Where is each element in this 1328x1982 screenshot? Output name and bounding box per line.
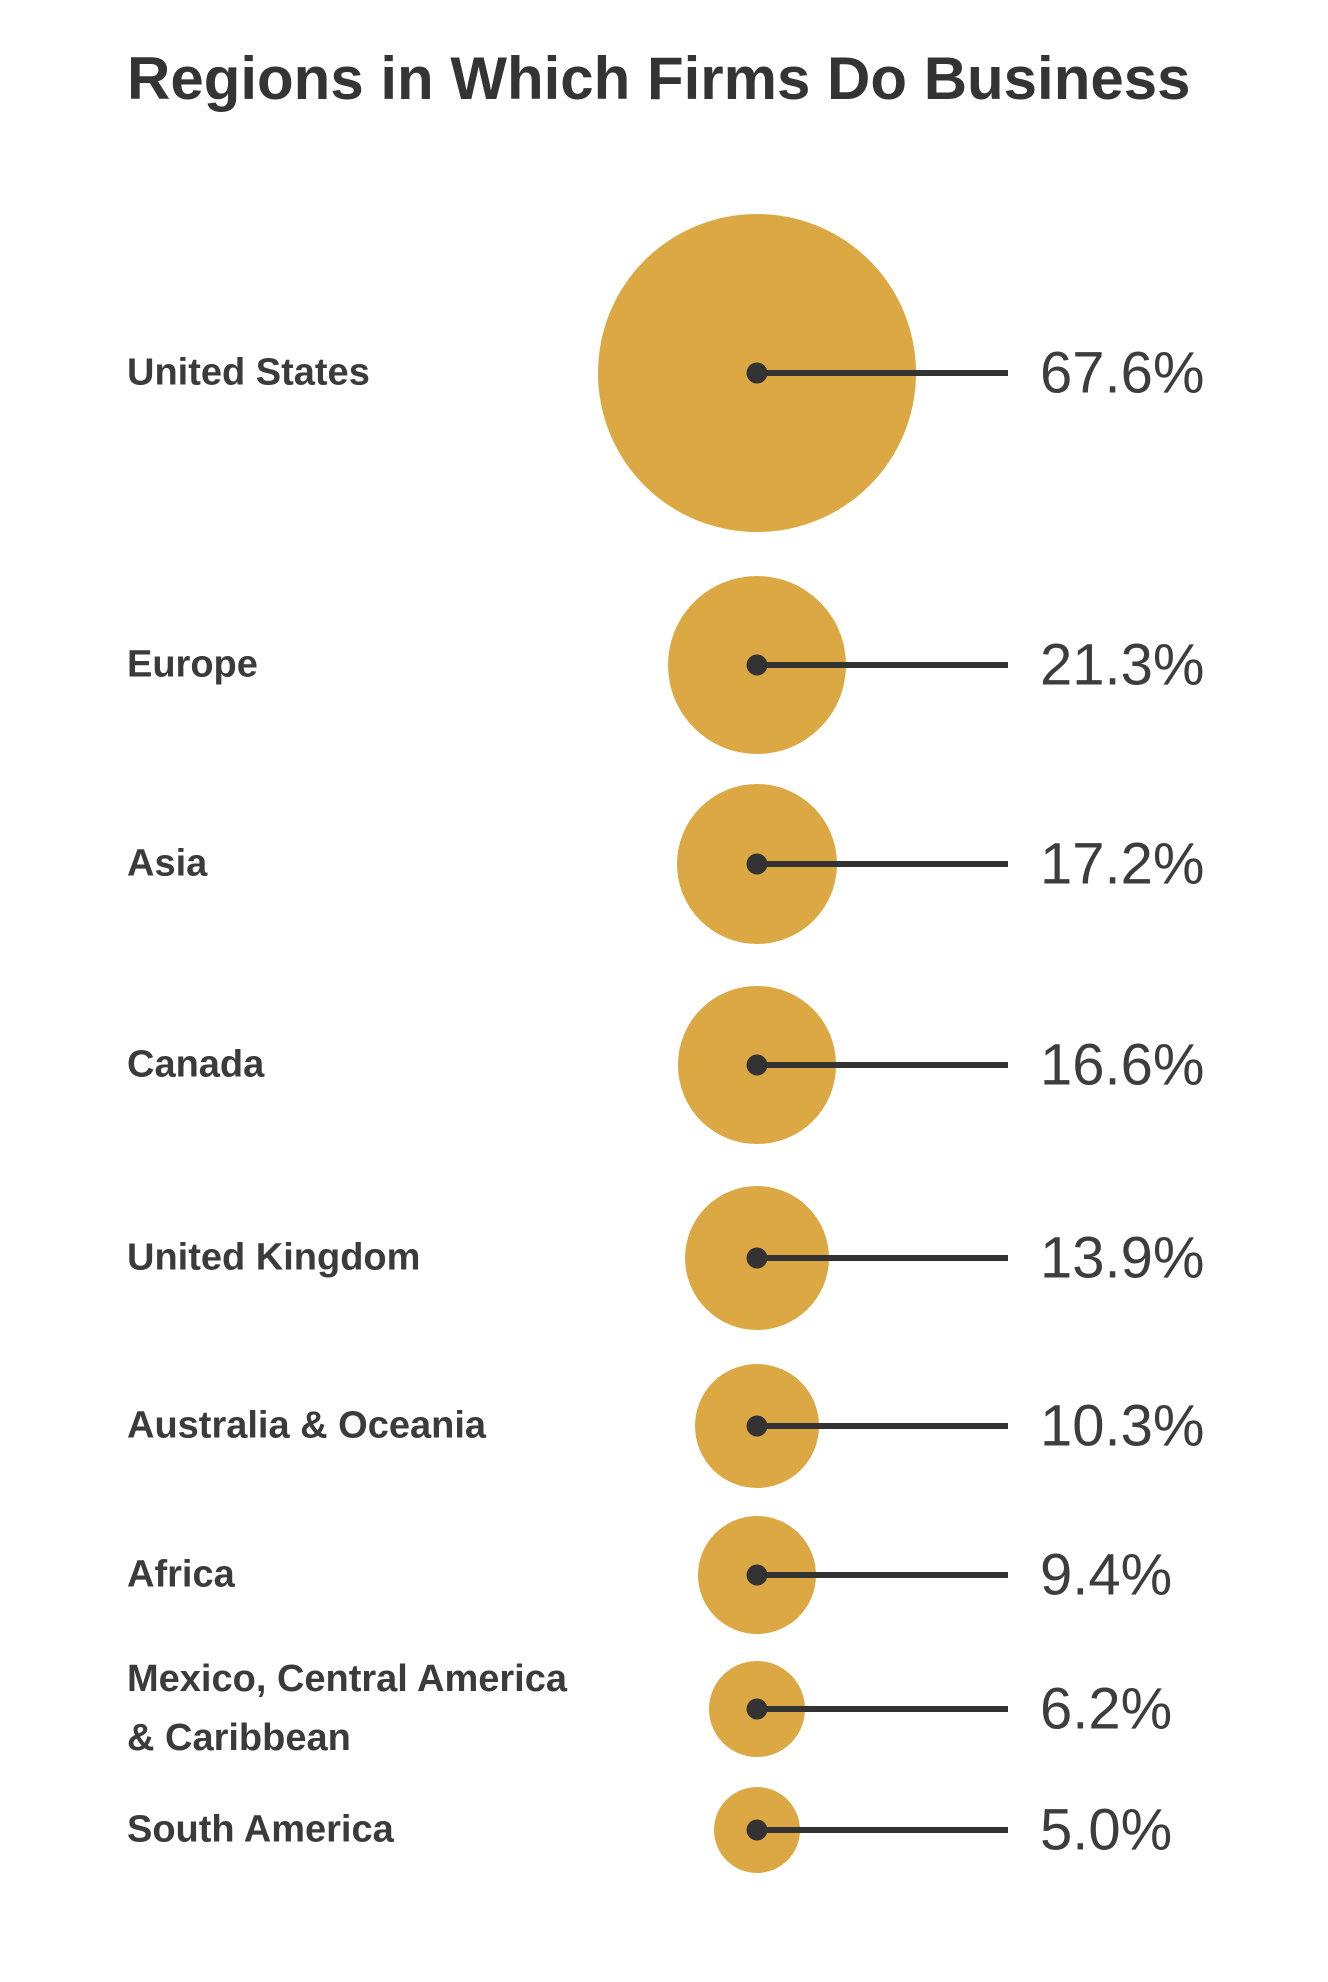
leader-line: [757, 1706, 1008, 1712]
bubble-center-dot: [746, 362, 768, 384]
region-label: South America: [127, 1808, 394, 1851]
bubble-center-dot: [746, 1415, 768, 1437]
leader-line: [757, 1572, 1008, 1578]
leader-line: [757, 1423, 1008, 1429]
region-label: Asia: [127, 842, 208, 885]
region-label: Africa: [127, 1553, 235, 1596]
leader-line: [757, 1827, 1008, 1833]
bubble-center-dot: [746, 1698, 768, 1720]
value-label: 17.2%: [1040, 831, 1205, 897]
bubble-center-dot: [746, 654, 768, 676]
value-label: 21.3%: [1040, 632, 1205, 698]
region-label: Canada: [127, 1043, 265, 1086]
leader-line: [757, 861, 1008, 867]
bubble-center-dot: [746, 1054, 768, 1076]
region-label: Australia & Oceania: [127, 1404, 487, 1447]
region-label: Europe: [127, 643, 258, 686]
region-label: United States: [127, 351, 370, 394]
leader-line: [757, 1255, 1008, 1261]
value-label: 10.3%: [1040, 1393, 1205, 1459]
bubble-center-dot: [746, 1819, 768, 1841]
value-label: 5.0%: [1040, 1797, 1173, 1863]
region-label: United Kingdom: [127, 1236, 421, 1279]
leader-line: [757, 662, 1008, 668]
region-label: Mexico, Central America & Caribbean: [127, 1658, 567, 1759]
bubble-center-dot: [746, 853, 768, 875]
bubble-center-dot: [746, 1564, 768, 1586]
value-label: 9.4%: [1040, 1542, 1173, 1608]
value-label: 16.6%: [1040, 1032, 1205, 1098]
leader-line: [757, 370, 1008, 376]
chart-title: Regions in Which Firms Do Business: [127, 45, 1191, 112]
value-label: 6.2%: [1040, 1676, 1173, 1742]
leader-line: [757, 1062, 1008, 1068]
value-label: 67.6%: [1040, 340, 1205, 406]
value-label: 13.9%: [1040, 1225, 1205, 1291]
bubble-center-dot: [746, 1247, 768, 1269]
